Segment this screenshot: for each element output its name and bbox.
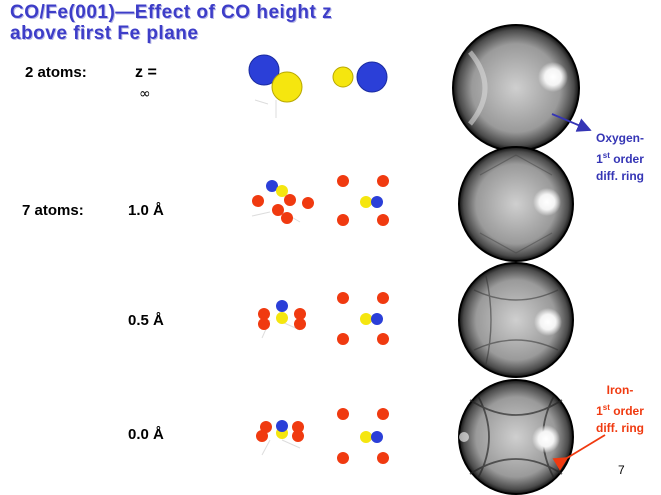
row1-top-structure [332,61,388,93]
row4-side-structure [256,420,304,456]
diffraction-pattern-row4 [458,379,574,495]
title-line-2: above first Fe plane [10,23,199,44]
row4-height-label: 0.0 Å [128,426,164,443]
row3-side-structure [258,300,306,339]
row3-height-label: 0.5 Å [128,312,164,329]
iron-ring-arrow [552,434,606,471]
row2-top-structure [337,175,389,226]
oxygen-ring-arrow [551,113,592,132]
row3-top-structure [337,292,389,345]
oxygen-atom [356,61,388,93]
row1-height-infinity: ∞ [139,86,151,102]
slide-title: CO/Fe(001)—Effect of CO height z above f… [10,2,470,44]
row1-cluster-label: 2 atoms: [25,64,87,81]
diffraction-pattern-row3 [458,262,574,378]
iron-ring-annotation: Iron- 1st order diff. ring [583,382,657,437]
oxygen-atom [248,54,280,86]
page-number: 7 [618,463,625,477]
oxygen-annotation-line1: Oxygen- [595,131,644,145]
oxygen-annotation-line2: 1st order [596,151,644,166]
iron-annotation-line2: 1st order [596,403,644,418]
row2-side-structure [251,180,314,224]
diffraction-pattern-row1 [452,24,580,152]
row2-height-label: 1.0 Å [128,202,164,219]
iron-annotation-line3: diff. ring [596,421,644,435]
diffraction-pattern-row2 [458,146,574,262]
oxygen-ring-annotation: Oxygen- 1st order diff. ring [583,130,657,185]
row1-height-label: z = [135,64,157,81]
iron-annotation-line1: Iron- [606,383,634,397]
oxygen-annotation-line3: diff. ring [596,169,644,183]
row4-top-structure [337,408,389,464]
title-line-1: CO/Fe(001)—Effect of CO height z [10,2,333,23]
carbon-atom [332,66,354,88]
row1-side-structure [248,54,303,118]
row2-cluster-label: 7 atoms: [22,202,84,219]
carbon-atom [271,71,303,103]
